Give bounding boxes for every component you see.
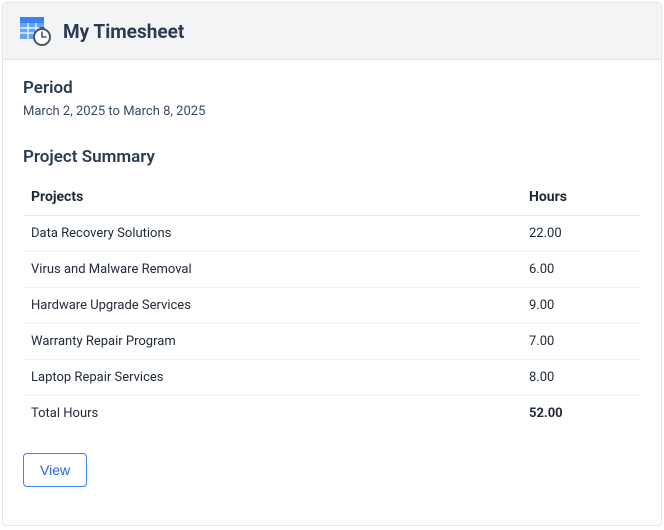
summary-heading: Project Summary: [23, 147, 641, 167]
timesheet-card: My Timesheet Period March 2, 2025 to Mar…: [2, 2, 662, 526]
col-header-hours: Hours: [521, 179, 641, 216]
table-row: Laptop Repair Services 8.00: [23, 360, 641, 396]
project-cell: Warranty Repair Program: [23, 324, 521, 360]
project-summary-table: Projects Hours Data Recovery Solutions 2…: [23, 179, 641, 431]
button-row: View: [23, 453, 641, 487]
total-label: Total Hours: [23, 396, 521, 432]
total-value: 52.00: [521, 396, 641, 432]
period-heading: Period: [23, 78, 641, 98]
table-row: Warranty Repair Program 7.00: [23, 324, 641, 360]
period-text: March 2, 2025 to March 8, 2025: [23, 104, 641, 119]
project-cell: Laptop Repair Services: [23, 360, 521, 396]
card-header: My Timesheet: [3, 3, 661, 60]
project-cell: Data Recovery Solutions: [23, 216, 521, 252]
card-body: Period March 2, 2025 to March 8, 2025 Pr…: [3, 60, 661, 505]
hours-cell: 7.00: [521, 324, 641, 360]
project-cell: Hardware Upgrade Services: [23, 288, 521, 324]
total-row: Total Hours 52.00: [23, 396, 641, 432]
table-row: Virus and Malware Removal 6.00: [23, 252, 641, 288]
col-header-projects: Projects: [23, 179, 521, 216]
project-cell: Virus and Malware Removal: [23, 252, 521, 288]
page-title: My Timesheet: [63, 20, 184, 43]
hours-cell: 8.00: [521, 360, 641, 396]
table-row: Data Recovery Solutions 22.00: [23, 216, 641, 252]
hours-cell: 6.00: [521, 252, 641, 288]
table-row: Hardware Upgrade Services 9.00: [23, 288, 641, 324]
hours-cell: 9.00: [521, 288, 641, 324]
timesheet-icon: [19, 15, 51, 47]
view-button[interactable]: View: [23, 453, 87, 487]
hours-cell: 22.00: [521, 216, 641, 252]
